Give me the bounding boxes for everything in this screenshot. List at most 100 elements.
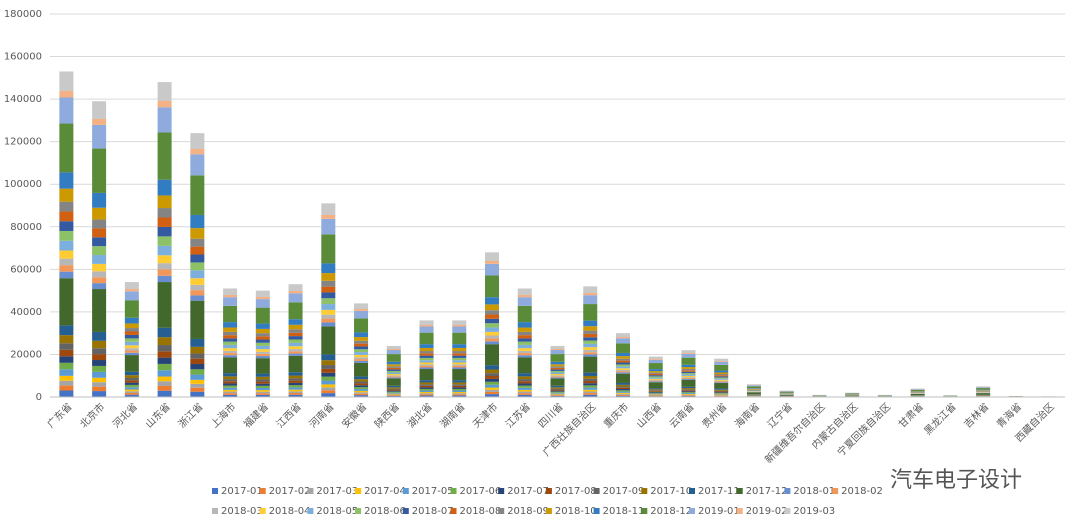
bar-segment — [485, 314, 500, 319]
legend-label: 2017-02 — [269, 486, 311, 497]
bar-segment — [452, 351, 467, 354]
bar-segment — [190, 387, 205, 392]
bar-segment — [386, 345, 401, 349]
bar-segment — [354, 362, 369, 377]
bar-segment — [648, 382, 663, 389]
bar-segment — [550, 345, 565, 349]
bar-segment — [452, 393, 467, 395]
bar-segment — [648, 372, 663, 374]
bar-segment — [354, 308, 369, 311]
x-tick-label: 黑龙江省 — [921, 400, 958, 437]
bar-segment — [681, 368, 696, 371]
legend-label: 2018-05 — [316, 506, 358, 517]
bar-segment — [223, 338, 238, 342]
bar-segment — [419, 353, 434, 356]
bar-segment — [910, 389, 925, 392]
bar-segment — [452, 395, 467, 397]
bar-segment — [485, 323, 500, 328]
bar-segment — [288, 329, 303, 333]
bar-segment — [223, 305, 238, 323]
bar-segment — [648, 391, 663, 392]
bar-segment — [615, 356, 630, 359]
x-tick-label: 广东省 — [44, 400, 74, 430]
legend-swatch — [784, 488, 791, 494]
bar-segment — [92, 219, 107, 229]
y-tick-label: 120000 — [4, 137, 42, 148]
bar-segment — [59, 335, 74, 344]
bar-segment — [288, 290, 303, 294]
bar-segment — [255, 345, 270, 350]
bar-segment — [550, 394, 565, 396]
bar-segment — [190, 154, 205, 176]
bar-segment — [223, 341, 238, 345]
watermark: 汽车电子设计 — [890, 468, 1022, 493]
bar-segment — [354, 389, 369, 391]
legend-label: 2018-11 — [603, 506, 645, 517]
bar-segment — [124, 317, 139, 324]
bar-segment — [255, 307, 270, 324]
bar-segment — [354, 343, 369, 347]
bar-segment — [583, 380, 598, 384]
bar-segment — [354, 337, 369, 341]
bar-segment — [779, 394, 794, 396]
bar-segment — [648, 371, 663, 373]
bar-segment — [681, 392, 696, 394]
bar-segment — [681, 367, 696, 369]
bar-segment — [648, 391, 663, 393]
bar-segment — [321, 360, 336, 366]
bar-segment — [288, 346, 303, 350]
bar-segment — [157, 327, 172, 338]
bar-segment — [615, 387, 630, 390]
bar-segment — [223, 385, 238, 388]
bar-segment — [452, 357, 467, 361]
bar-segment — [550, 391, 565, 393]
bar-segment — [255, 290, 270, 297]
bar-segment — [419, 380, 434, 383]
bar-segment — [288, 351, 303, 354]
bar-segment — [779, 391, 794, 392]
bar-segment — [157, 385, 172, 391]
bar-segment — [550, 370, 565, 373]
bar-segment — [714, 379, 729, 381]
bar-segment — [354, 318, 369, 333]
bar-segment — [517, 373, 532, 377]
bar-segment — [59, 356, 74, 363]
bar-segment — [354, 387, 369, 390]
bar-segment — [157, 179, 172, 196]
bar-segment — [550, 372, 565, 375]
x-tick-label: 福建省 — [241, 400, 271, 430]
bar-segment — [583, 347, 598, 350]
bar-segment — [354, 352, 369, 355]
bar-segment — [583, 343, 598, 348]
bar-segment — [255, 328, 270, 334]
x-tick-label: 江西省 — [273, 400, 303, 430]
bar-segment — [583, 352, 598, 355]
bar-segment — [583, 304, 598, 321]
bar-segment — [615, 358, 630, 361]
bar-segment — [255, 323, 270, 329]
bar-segment — [452, 369, 467, 381]
bar-segment — [190, 364, 205, 370]
bar-segment — [59, 380, 74, 386]
bar-segment — [92, 289, 107, 332]
bar-segment — [255, 356, 270, 359]
bar-segment — [583, 333, 598, 338]
bar-segment — [190, 175, 205, 215]
bar-segment — [648, 394, 663, 395]
bar-segment — [321, 304, 336, 310]
bar-segment — [583, 330, 598, 334]
bar-segment — [517, 348, 532, 351]
bar-segment — [223, 394, 238, 397]
bar-segment — [124, 341, 139, 346]
bar-segment — [255, 390, 270, 392]
bar-segment — [452, 326, 467, 333]
bar-segment — [354, 340, 369, 344]
x-tick-label: 河南省 — [306, 400, 336, 430]
bar-segment — [386, 387, 401, 389]
bar-segment — [354, 332, 369, 338]
bar-segment — [419, 385, 434, 388]
bar-segment — [386, 370, 401, 373]
bar-segment — [550, 395, 565, 396]
bar-segment — [419, 369, 434, 381]
bar-segment — [190, 246, 205, 255]
